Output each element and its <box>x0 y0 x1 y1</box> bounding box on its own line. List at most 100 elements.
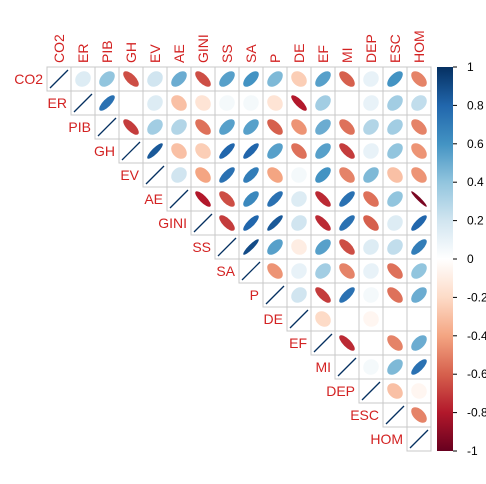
ellipse-EF-DEP <box>363 335 379 351</box>
ellipse-ER-SA <box>243 95 259 111</box>
ellipse-EV-GINI <box>195 167 211 183</box>
ellipse-EV-SS <box>219 167 235 183</box>
ellipse-DE-MI <box>339 311 355 327</box>
ellipse-CO2-EV <box>147 71 163 87</box>
ellipse-PIB-SS <box>219 119 235 135</box>
ellipse-EV-SA <box>243 167 259 183</box>
ellipse-SS-DEP <box>363 239 379 255</box>
column-label: DE <box>291 44 307 63</box>
diagonal-mark-EF <box>313 333 333 353</box>
ellipse-AE-HOM <box>411 191 427 207</box>
diagonal-mark-PIB <box>97 117 117 137</box>
ellipse-AE-P <box>267 191 283 207</box>
ellipse-EV-DE <box>291 167 307 183</box>
diagonal-mark-P <box>265 285 285 305</box>
column-label: CO2 <box>51 34 67 63</box>
legend-tick-label: 0.4 <box>467 175 484 189</box>
ellipse-ER-EF <box>315 95 331 111</box>
ellipse-GH-SS <box>219 143 235 159</box>
column-label: AE <box>171 44 187 63</box>
ellipse-GINI-MI <box>339 215 355 231</box>
ellipse-DE-EF <box>315 311 331 327</box>
ellipse-GINI-ESC <box>387 215 403 231</box>
cell-EV-P <box>262 162 288 188</box>
cell-ER-EF <box>310 90 336 116</box>
ellipse-GH-HOM <box>411 143 427 159</box>
column-label: EV <box>147 44 163 63</box>
column-label: SS <box>219 44 235 63</box>
column-label: P <box>267 54 283 63</box>
ellipse-EV-HOM <box>411 167 427 183</box>
ellipse-EV-AE <box>171 167 187 183</box>
ellipse-CO2-PIB <box>99 71 115 87</box>
ellipse-AE-DE <box>291 191 307 207</box>
ellipse-MI-DEP <box>363 359 379 375</box>
ellipse-SS-ESC <box>387 239 403 255</box>
ellipse-SS-HOM <box>411 239 427 255</box>
ellipse-EV-EF <box>315 167 331 183</box>
diagonal-mark-DE <box>289 309 309 329</box>
ellipse-P-DE <box>291 287 307 303</box>
ellipse-GINI-SS <box>219 215 235 231</box>
ellipse-SS-P <box>267 239 283 255</box>
ellipse-SA-DEP <box>363 263 379 279</box>
ellipse-DE-ESC <box>387 311 403 327</box>
ellipse-ER-DEP <box>363 95 379 111</box>
ellipse-CO2-GINI <box>195 71 211 87</box>
ellipse-SS-DE <box>291 239 307 255</box>
legend-tick-label: -1 <box>467 444 478 458</box>
diagonal-mark-ER <box>73 93 93 113</box>
ellipse-ER-ESC <box>387 95 403 111</box>
ellipse-CO2-EF <box>315 71 331 87</box>
ellipse-EV-MI <box>339 167 355 183</box>
column-label: GINI <box>195 34 211 63</box>
ellipse-SA-DE <box>291 263 307 279</box>
ellipse-CO2-MI <box>339 71 355 87</box>
row-label: DE <box>264 311 283 327</box>
ellipse-GINI-SA <box>243 215 259 231</box>
diagonal-mark-ESC <box>385 405 405 425</box>
diagonal-mark-AE <box>169 189 189 209</box>
ellipse-EV-DEP <box>363 167 379 183</box>
ellipse-SA-P <box>267 263 283 279</box>
ellipse-SA-EF <box>315 263 331 279</box>
column-label: ESC <box>387 34 403 63</box>
diagonal-mark-GH <box>121 141 141 161</box>
ellipse-ER-P <box>267 95 283 111</box>
ellipse-ER-MI <box>339 95 355 111</box>
ellipse-PIB-P <box>267 119 283 135</box>
ellipse-CO2-AE <box>171 71 187 87</box>
ellipse-GH-EF <box>315 143 331 159</box>
ellipse-GH-SA <box>243 143 259 159</box>
column-label: EF <box>315 45 331 63</box>
diagonal-mark-SA <box>241 261 261 281</box>
legend-tick-label: -0.6 <box>467 367 486 381</box>
ellipse-ER-AE <box>171 95 187 111</box>
diagonal-mark-EV <box>145 165 165 185</box>
row-label: HOM <box>370 431 403 447</box>
cell-CO2-SS <box>214 66 240 92</box>
ellipse-EV-ESC <box>387 167 403 183</box>
diagonal-mark-SS <box>217 237 237 257</box>
correlation-cells <box>46 66 432 452</box>
row-label: CO2 <box>14 71 43 87</box>
ellipse-GH-EV <box>147 143 163 159</box>
ellipse-PIB-AE <box>171 119 187 135</box>
ellipse-GH-DEP <box>363 143 379 159</box>
row-label: PIB <box>68 119 91 135</box>
row-label: AE <box>144 191 163 207</box>
column-label: DEP <box>363 34 379 63</box>
legend-tick-label: -0.4 <box>467 329 486 343</box>
column-label: ER <box>75 44 91 63</box>
ellipse-P-EF <box>315 287 331 303</box>
color-legend-ticks: 1 0.8 0.6 0.4 0.2 0 -0.2 -0.4 -0.6 -0.8 -1 <box>453 60 486 458</box>
ellipse-SS-MI <box>339 239 355 255</box>
ellipse-GINI-DE <box>291 215 307 231</box>
ellipse-SS-SA <box>243 239 259 255</box>
ellipse-CO2-ESC <box>387 71 403 87</box>
ellipse-GH-ESC <box>387 143 403 159</box>
ellipse-CO2-SA <box>243 71 259 87</box>
diagonal-mark-GINI <box>193 213 213 233</box>
ellipse-SA-HOM <box>411 263 427 279</box>
